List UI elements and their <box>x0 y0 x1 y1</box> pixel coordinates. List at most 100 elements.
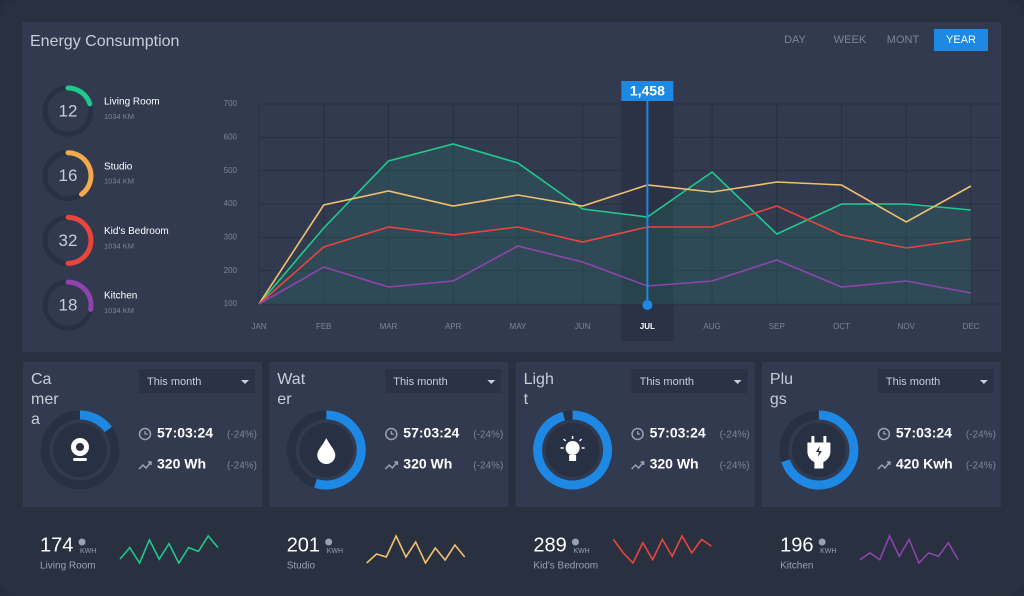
room-detail: 1034 KM <box>104 241 134 250</box>
ring-progress <box>65 150 94 197</box>
clock-hand <box>144 431 148 435</box>
time-change: (-24%) <box>473 430 503 441</box>
x-tick-label: SEP <box>769 322 785 331</box>
icon <box>565 441 580 455</box>
summary-value: 174 <box>40 534 73 556</box>
summary-unit: KWH <box>80 548 96 555</box>
room-name: Kid's Bedroom <box>104 226 169 237</box>
x-tick-label: MAR <box>380 322 398 331</box>
x-tick-label: JUL <box>640 322 655 331</box>
dropdown-label[interactable]: This month <box>147 376 201 388</box>
summary-unit: KWH <box>573 548 589 555</box>
tab[interactable]: MONT <box>887 34 920 46</box>
clock-icon <box>631 427 644 441</box>
summary-dot <box>571 538 579 546</box>
summary-unit: KWH <box>327 548 343 555</box>
ring-progress <box>781 410 859 490</box>
line <box>258 143 972 305</box>
summary-value: 201 <box>287 534 320 556</box>
device-card: This month 57:03:24 (-24%) 420 Kwh (-24%) <box>761 362 1001 507</box>
time: 57:03:24 <box>896 425 952 441</box>
ring-progress <box>65 214 94 266</box>
room-detail: 1034 KM <box>104 177 134 186</box>
line <box>258 205 972 305</box>
dropdown-label[interactable]: This month <box>886 376 940 388</box>
room-detail: 1034 KM <box>104 306 134 315</box>
device-name: Camera <box>31 371 59 428</box>
summary-name: Kid's Bedroom <box>533 561 598 572</box>
tab[interactable]: WEEK <box>834 34 867 46</box>
time: 57:03:24 <box>403 425 459 441</box>
trend-icon <box>138 461 152 470</box>
energy: 420 Kwh <box>896 456 953 472</box>
icon <box>815 446 822 457</box>
summary-name: Living Room <box>40 561 96 572</box>
dropdown[interactable] <box>385 369 502 393</box>
device-card: This month 57:03:24 (-24%) 320 Wh (-24%) <box>515 362 755 507</box>
title: Energy Consumption <box>30 33 179 50</box>
icon <box>569 455 577 461</box>
caret <box>487 380 496 384</box>
summary-dot <box>325 538 333 546</box>
y-tick-label: 500 <box>224 166 238 175</box>
y-tick-label: 400 <box>224 199 238 208</box>
clock-hand <box>883 431 887 435</box>
trend-icon <box>384 461 399 470</box>
tab-active[interactable] <box>934 29 988 51</box>
energy-change: (-24%) <box>966 461 996 472</box>
ring-progress <box>65 279 94 312</box>
energy-change: (-24%) <box>227 461 257 472</box>
room-value: 12 <box>59 101 78 120</box>
x-tick-label: MAY <box>510 322 527 331</box>
dropdown[interactable] <box>139 369 255 393</box>
device-card: This month 57:03:24 (-24%) 320 Wh (-24%) <box>269 362 509 507</box>
icon <box>73 458 87 461</box>
time-change: (-24%) <box>966 430 996 441</box>
time-change: (-24%) <box>227 430 257 441</box>
time: 57:03:24 <box>157 425 213 441</box>
x-tick-label: APR <box>445 322 462 331</box>
summary-dot <box>818 538 826 546</box>
x-tick-label: AUG <box>703 322 720 331</box>
summary-name: Kitchen <box>780 561 813 572</box>
device-card: This month 57:03:24 (-24%) 320 Wh (-24%) <box>23 362 262 507</box>
ring-progress <box>314 410 366 490</box>
energy-change: (-24%) <box>720 461 750 472</box>
icon <box>317 438 336 464</box>
ring-progress <box>533 410 613 490</box>
sparkline <box>859 534 959 565</box>
trend-icon <box>631 461 645 470</box>
y-tick-label: 100 <box>224 299 238 308</box>
room-value: 18 <box>59 296 78 315</box>
x-tick-label: JAN <box>251 322 266 331</box>
energy: 320 Wh <box>157 456 206 472</box>
room-name: Living Room <box>104 97 160 108</box>
ring-progress <box>79 410 112 433</box>
sparkline <box>366 534 466 565</box>
clock-icon <box>877 427 891 441</box>
dropdown[interactable] <box>877 369 994 393</box>
sparkline <box>119 534 219 565</box>
dropdown-label[interactable]: This month <box>640 376 694 388</box>
summary-value: 196 <box>780 534 813 556</box>
dropdown[interactable] <box>631 369 748 393</box>
time-change: (-24%) <box>720 430 750 441</box>
caret <box>241 380 249 384</box>
clock-icon <box>138 427 152 441</box>
room-value: 16 <box>59 166 78 185</box>
tab[interactable]: DAY <box>784 34 806 46</box>
dropdown-label[interactable]: This month <box>393 376 447 388</box>
summary-dot <box>78 538 86 546</box>
highlight-dot <box>642 300 653 310</box>
energy-change: (-24%) <box>473 461 503 472</box>
x-tick-label: JUN <box>575 322 591 331</box>
caret <box>733 380 742 384</box>
tab[interactable]: YEAR <box>946 34 976 46</box>
energy: 320 Wh <box>403 456 452 472</box>
energy: 320 Wh <box>650 456 699 472</box>
icon <box>560 436 585 449</box>
y-tick-label: 300 <box>224 232 238 241</box>
summary-unit: KWH <box>820 548 836 555</box>
